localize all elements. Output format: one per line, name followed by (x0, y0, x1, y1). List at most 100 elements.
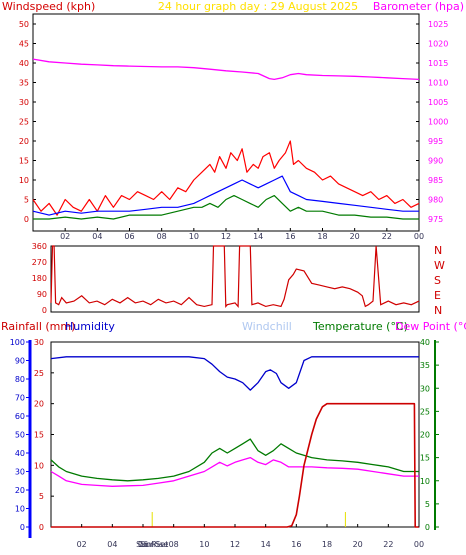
humidity-tick-label: 10 (15, 505, 25, 514)
climate-series-line (51, 402, 419, 528)
compass-label: E (434, 289, 441, 302)
humidity-tick-label: 50 (15, 431, 25, 440)
barometer-tick-label: 975 (428, 215, 443, 224)
climate-x-tick-label: 20 (353, 540, 363, 549)
wind-x-tick-label: 06 (124, 232, 134, 241)
wind-x-tick-label: 00 (414, 232, 424, 241)
barometer-tick-label: 1005 (428, 98, 448, 107)
rain-ticks: 0 5 10 15 20 25 30 (34, 338, 54, 532)
wind-speed-tick-label: 20 (19, 137, 29, 146)
wind-x-tick-label: 18 (317, 232, 327, 241)
wind-speed-tick-label: 35 (19, 79, 29, 88)
wind-series-line (32, 175, 419, 216)
climate-x-tick-label: 00 (414, 540, 424, 549)
temperature-tick-label: 40 (420, 338, 430, 347)
wind-x-tick-label: 08 (157, 232, 167, 241)
direction-tick-label: 270 (32, 258, 47, 267)
climate-series-line (50, 456, 419, 487)
legend-dew-point: Dew Point (°C) (395, 320, 466, 333)
legend-humidity: Humidity (65, 320, 115, 333)
wind-speed-tick-label: 30 (19, 98, 29, 107)
barometer-tick-label: 985 (428, 176, 443, 185)
wind-x-tick-label: 04 (92, 232, 102, 241)
climate-x-tick-label: 18 (322, 540, 332, 549)
climate-x-tick-label: 06 (138, 540, 148, 549)
climate-plot-area (50, 341, 420, 528)
rain-tick-label: 25 (34, 369, 44, 378)
temperature-tick-label: 10 (420, 477, 430, 486)
barometer-tick-label: 990 (428, 157, 443, 166)
wind-x-tick-label: 10 (189, 232, 199, 241)
wind-speed-tick-label: 15 (19, 157, 29, 166)
temperature-tick-label: 15 (420, 454, 430, 463)
compass-label: N (434, 244, 442, 257)
humidity-tick-label: 40 (15, 449, 25, 458)
barometer-tick-label: 1015 (428, 59, 448, 68)
wind-series-line (32, 58, 420, 81)
wind-right-ticks: 975 980 985 990 995 1000 1005 1010 1015 1020 1025 (416, 20, 448, 224)
climate-series-line (50, 356, 419, 391)
wind-x-tick-label: 12 (221, 232, 231, 241)
climate-x-tick-label: 12 (230, 540, 240, 549)
climate-series (50, 356, 419, 528)
wind-speed-tick-label: 5 (24, 196, 29, 205)
climate-x-tick-label: 22 (383, 540, 393, 549)
direction-tick-label: 90 (37, 290, 47, 299)
compass-label: W (434, 259, 445, 272)
barometer-tick-label: 1010 (428, 79, 448, 88)
wind-series-line (33, 195, 419, 220)
wind-left-ticks: 0 5 10 15 20 25 30 35 40 45 50 (19, 20, 36, 224)
legend-windchill: Windchill (242, 320, 292, 333)
wind-speed-tick-label: 50 (19, 20, 29, 29)
wind-series (32, 58, 420, 220)
humidity-tick-label: 60 (15, 412, 25, 421)
wind-x-tick-label: 16 (285, 232, 295, 241)
temperature-tick-label: 0 (425, 523, 430, 532)
sun-markers (151, 512, 346, 527)
climate-x-tick-label: 16 (291, 540, 301, 549)
rain-tick-label: 15 (34, 431, 44, 440)
humidity-tick-label: 100 (10, 338, 25, 347)
wind-x-tick-label: 20 (350, 232, 360, 241)
direction-series-line (50, 245, 420, 308)
sunset-label: SunSet (140, 540, 168, 549)
barometer-tick-label: 1020 (428, 40, 448, 49)
rain-tick-label: 30 (34, 338, 44, 347)
temperature-ticks: 0 5 10 15 20 25 30 35 40 (420, 338, 439, 532)
temperature-tick-label: 25 (420, 407, 430, 416)
humidity-tick-label: 20 (15, 486, 25, 495)
temperature-tick-label: 30 (420, 384, 430, 393)
wind-series-line (32, 140, 420, 216)
direction-tick-label: 0 (42, 306, 47, 315)
barometer-tick-label: 995 (428, 137, 443, 146)
humidity-tick-label: 30 (15, 468, 25, 477)
wind-x-tick-label: 22 (382, 232, 392, 241)
direction-plot-area (50, 245, 420, 313)
humidity-tick-label: 0 (20, 523, 25, 532)
climate-series-line (50, 438, 419, 482)
temperature-tick-label: 5 (425, 500, 430, 509)
windspeed-axis-title: Windspeed (kph) (2, 0, 95, 13)
wind-x-tick-label: 14 (253, 232, 263, 241)
rain-tick-label: 10 (34, 461, 44, 470)
wind-speed-tick-label: 25 (19, 118, 29, 127)
rain-tick-label: 5 (39, 492, 44, 501)
humidity-tick-label: 90 (15, 357, 25, 366)
wind-speed-tick-label: 0 (24, 215, 29, 224)
barometer-tick-label: 980 (428, 196, 443, 205)
climate-x-tick-label: 14 (261, 540, 271, 549)
wind-speed-tick-label: 10 (19, 176, 29, 185)
climate-x-tick-label: 04 (107, 540, 117, 549)
sunrise-label: SunRise (136, 540, 168, 549)
direction-tick-label: 360 (32, 242, 47, 251)
barometer-tick-label: 1025 (428, 20, 448, 29)
wind-speed-tick-label: 40 (19, 59, 29, 68)
rain-tick-label: 0 (39, 523, 44, 532)
wind-x-ticks: 02 04 06 08 10 12 14 16 18 20 22 00 (60, 228, 424, 241)
temperature-tick-label: 20 (420, 431, 430, 440)
climate-x-tick-label: 08 (169, 540, 179, 549)
legend-rainfall: Rainfall (mm) (1, 320, 75, 333)
direction-series (50, 245, 420, 308)
humidity-ticks: 0 10 20 30 40 50 60 70 80 90 100 (10, 338, 30, 532)
